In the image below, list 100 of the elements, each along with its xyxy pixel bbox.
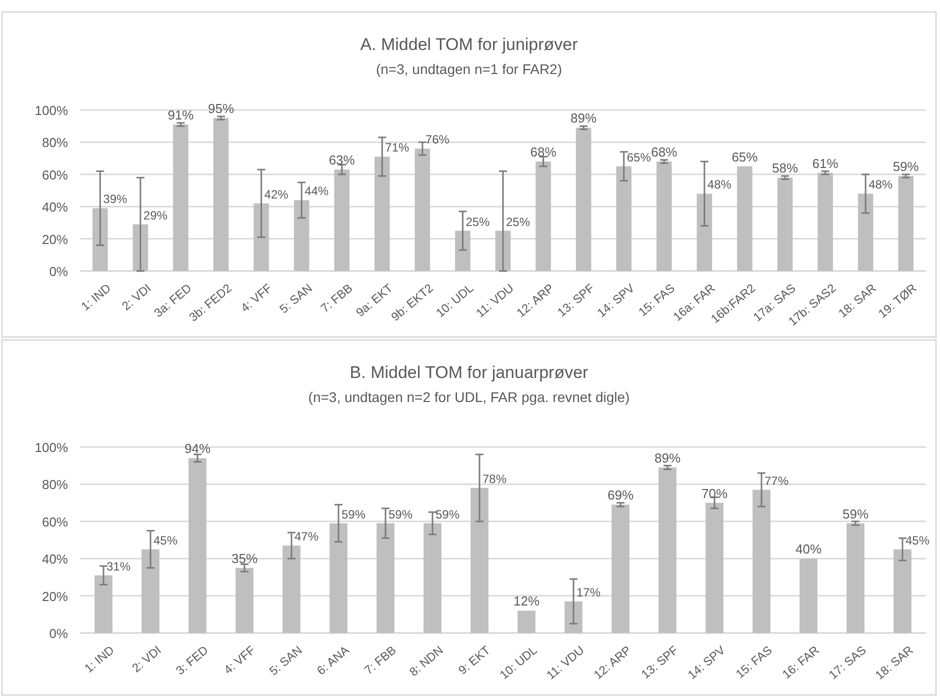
bar bbox=[800, 558, 818, 633]
data-label: 65% bbox=[626, 150, 652, 164]
data-label: 89% bbox=[570, 110, 598, 126]
bar bbox=[294, 200, 310, 271]
data-label: 71% bbox=[385, 140, 410, 155]
x-tick-label: 16: FAR bbox=[780, 642, 822, 682]
y-tick-label: 40% bbox=[42, 552, 68, 567]
bar bbox=[213, 118, 229, 271]
y-tick-label: 60% bbox=[42, 514, 68, 530]
bar bbox=[612, 504, 630, 633]
chart-subtitle: (n=3, undtagen n=2 for UDL, FAR pga. revnet digle) bbox=[308, 389, 630, 405]
bar bbox=[656, 162, 672, 271]
x-tick-label: 1: IND bbox=[82, 642, 118, 676]
x-tick-label: 7: FBB bbox=[318, 281, 356, 316]
x-tick-label: 11: VDU bbox=[544, 643, 587, 682]
data-label: 59% bbox=[342, 507, 366, 522]
bar bbox=[236, 568, 254, 633]
data-label: 78% bbox=[482, 472, 507, 486]
bar bbox=[376, 523, 394, 633]
chart-title: A. Middel TOM for juniprøver bbox=[360, 35, 578, 54]
bar bbox=[330, 523, 348, 633]
data-label: 58% bbox=[772, 160, 798, 176]
data-label: 45% bbox=[906, 533, 930, 548]
chart-subtitle: (n=3, undtagen n=1 for FAR2) bbox=[376, 61, 562, 77]
data-label: 68% bbox=[651, 144, 678, 160]
data-label: 45% bbox=[154, 533, 178, 548]
x-tick-label: 4: VFF bbox=[238, 281, 275, 315]
data-label: 12% bbox=[513, 594, 540, 609]
x-tick-label: 14: SPV bbox=[685, 643, 728, 682]
bar bbox=[92, 208, 108, 271]
bar bbox=[188, 458, 206, 633]
bar bbox=[752, 490, 770, 633]
bar bbox=[706, 502, 724, 633]
data-label: 94% bbox=[184, 441, 211, 456]
bar bbox=[898, 176, 914, 271]
bar bbox=[536, 162, 551, 271]
bar bbox=[894, 549, 912, 633]
bar bbox=[94, 575, 112, 633]
bar bbox=[282, 546, 300, 633]
data-label: 65% bbox=[732, 149, 758, 164]
x-tick-label: 4: VFF bbox=[221, 643, 258, 677]
data-label: 44% bbox=[304, 184, 329, 198]
bar bbox=[818, 172, 833, 271]
bar bbox=[142, 549, 160, 633]
bar bbox=[518, 610, 536, 633]
data-label: 42% bbox=[264, 187, 289, 202]
data-label: 59% bbox=[892, 159, 920, 174]
x-tick-label: 13: SPF bbox=[554, 281, 597, 320]
data-label: 39% bbox=[103, 192, 128, 206]
data-label: 61% bbox=[812, 156, 839, 171]
bar bbox=[173, 124, 188, 271]
data-label: 29% bbox=[143, 208, 168, 222]
data-label: 70% bbox=[701, 486, 728, 501]
data-label: 31% bbox=[106, 559, 131, 574]
bar bbox=[414, 148, 430, 271]
data-label: 17% bbox=[576, 585, 601, 600]
bar bbox=[777, 178, 793, 271]
x-tick-label: 3: FED bbox=[173, 642, 212, 678]
bar bbox=[374, 156, 390, 271]
y-tick-label: 80% bbox=[42, 477, 68, 492]
data-label: 47% bbox=[294, 530, 319, 544]
bar bbox=[470, 488, 488, 633]
x-tick-label: 10: UDL bbox=[497, 642, 540, 682]
data-label: 59% bbox=[842, 506, 869, 522]
x-tick-label: 18: SAR bbox=[872, 642, 916, 682]
data-label: 40% bbox=[795, 542, 822, 557]
data-label: 59% bbox=[388, 507, 413, 522]
y-tick-label: 0% bbox=[49, 264, 68, 279]
data-label: 48% bbox=[868, 178, 893, 192]
data-label: 59% bbox=[436, 507, 460, 522]
y-tick-label: 100% bbox=[34, 103, 68, 118]
bar bbox=[334, 170, 350, 271]
data-label: 77% bbox=[764, 474, 789, 488]
bar bbox=[846, 523, 864, 633]
data-label: 91% bbox=[168, 107, 194, 122]
y-tick-label: 100% bbox=[34, 440, 68, 455]
data-label: 25% bbox=[506, 214, 530, 229]
bar bbox=[658, 467, 676, 633]
data-label: 69% bbox=[607, 488, 634, 503]
bar bbox=[696, 194, 712, 271]
x-tick-label: 2: VDI bbox=[129, 643, 164, 676]
chart-title: B. Middel TOM for januarprøver bbox=[350, 363, 589, 382]
bar bbox=[737, 166, 752, 271]
bar bbox=[616, 166, 632, 271]
data-label: 25% bbox=[466, 214, 490, 229]
y-tick-label: 40% bbox=[42, 200, 68, 215]
data-label: 63% bbox=[328, 152, 356, 168]
bar bbox=[858, 194, 874, 271]
data-label: 76% bbox=[425, 132, 450, 147]
data-label: 48% bbox=[707, 178, 732, 192]
bar bbox=[455, 230, 470, 271]
x-tick-label: 17: SAS bbox=[826, 643, 869, 682]
bar bbox=[424, 523, 442, 633]
x-tick-label: 2: VDI bbox=[119, 281, 154, 314]
bar bbox=[254, 203, 269, 271]
data-label: 35% bbox=[231, 550, 258, 566]
y-tick-label: 0% bbox=[49, 626, 68, 641]
x-tick-label: 7: FBB bbox=[362, 643, 399, 678]
y-tick-label: 20% bbox=[42, 232, 68, 247]
x-tick-label: 1: IND bbox=[78, 280, 114, 314]
